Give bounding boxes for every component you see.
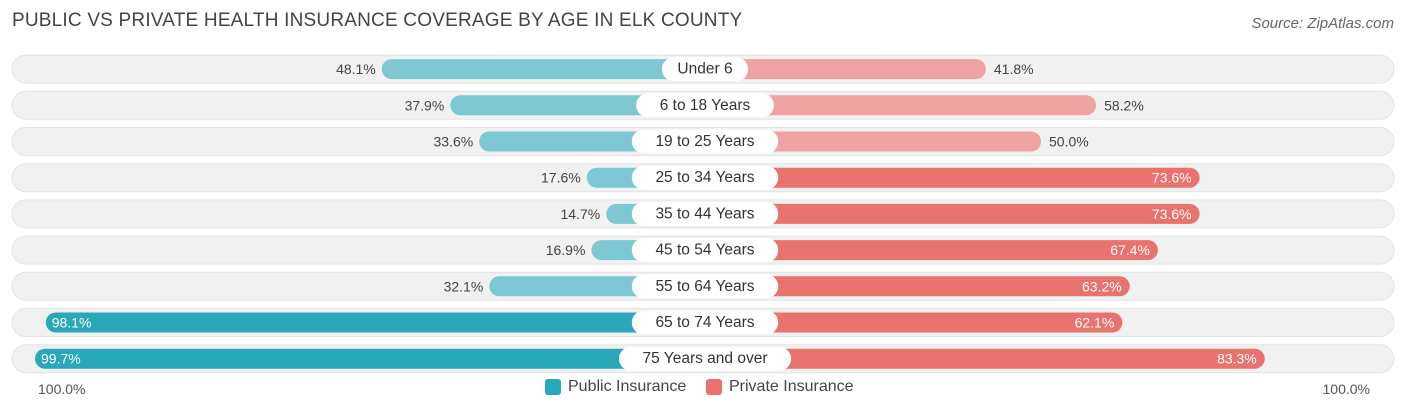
bar-public bbox=[35, 348, 706, 369]
category-pill bbox=[631, 129, 779, 154]
bar-public bbox=[45, 312, 705, 333]
category-label: 25 to 34 Years bbox=[655, 169, 754, 186]
bar-private bbox=[705, 203, 1200, 224]
value-label-public: 33.6% bbox=[434, 134, 474, 150]
legend-swatch-private bbox=[706, 379, 722, 395]
category-pill bbox=[636, 93, 774, 118]
value-label-public: 14.7% bbox=[561, 206, 601, 222]
value-label-public: 98.1% bbox=[52, 315, 92, 331]
bar-private bbox=[705, 59, 986, 80]
value-label-private: 41.8% bbox=[994, 61, 1034, 77]
value-label-private: 73.6% bbox=[1152, 170, 1192, 186]
bar-public bbox=[381, 59, 705, 80]
value-label-private: 63.2% bbox=[1082, 278, 1122, 294]
category-pill bbox=[618, 346, 792, 371]
category-pill bbox=[631, 165, 779, 190]
bar-private bbox=[705, 95, 1097, 116]
axis-right-label: 100.0% bbox=[1322, 381, 1370, 397]
category-label: 65 to 74 Years bbox=[655, 314, 754, 331]
category-label: 35 to 44 Years bbox=[655, 205, 754, 222]
value-label-private: 50.0% bbox=[1049, 134, 1089, 150]
value-label-public: 37.9% bbox=[405, 97, 445, 113]
chart-canvas: 48.1% 41.8% Under 6 37.9% 58.2% 6 to 18 Years… bbox=[11, 54, 1395, 374]
value-label-private: 67.4% bbox=[1110, 242, 1150, 258]
value-label-public: 16.9% bbox=[546, 242, 586, 258]
axis-left-label: 100.0% bbox=[38, 381, 86, 397]
legend-label-private: Private Insurance bbox=[729, 378, 854, 395]
chart-title: PUBLIC VS PRIVATE HEALTH INSURANCE COVER… bbox=[12, 10, 743, 31]
legend-item-public: Public Insurance bbox=[545, 378, 686, 396]
bar-private bbox=[705, 312, 1123, 333]
category-pill bbox=[631, 238, 779, 263]
category-pill bbox=[631, 310, 779, 335]
legend-label-public: Public Insurance bbox=[568, 378, 687, 395]
value-label-public: 99.7% bbox=[41, 351, 81, 367]
category-pill bbox=[631, 274, 779, 299]
legend-swatch-public bbox=[545, 379, 561, 395]
chart-source: Source: ZipAtlas.com bbox=[1251, 15, 1394, 32]
value-label-public: 32.1% bbox=[444, 278, 484, 294]
category-label: 45 to 54 Years bbox=[655, 242, 754, 259]
category-pill bbox=[631, 201, 779, 226]
bar-private bbox=[705, 276, 1130, 297]
category-label: Under 6 bbox=[677, 61, 732, 78]
category-label: 19 to 25 Years bbox=[655, 133, 754, 150]
legend-item-private: Private Insurance bbox=[706, 378, 854, 396]
category-label: 75 Years and over bbox=[643, 350, 768, 367]
bar-private bbox=[705, 167, 1200, 188]
value-label-private: 62.1% bbox=[1075, 315, 1115, 331]
value-label-public: 17.6% bbox=[541, 170, 581, 186]
value-label-public: 48.1% bbox=[336, 61, 376, 77]
value-label-private: 73.6% bbox=[1152, 206, 1192, 222]
category-label: 55 to 64 Years bbox=[655, 278, 754, 295]
category-label: 6 to 18 Years bbox=[660, 97, 751, 114]
bar-private bbox=[705, 240, 1158, 261]
legend: Public Insurance Private Insurance bbox=[0, 378, 1406, 402]
value-label-private: 83.3% bbox=[1217, 351, 1257, 367]
category-pill bbox=[661, 57, 749, 82]
bar-private bbox=[705, 348, 1265, 369]
bar-private bbox=[705, 131, 1041, 152]
value-label-private: 58.2% bbox=[1104, 97, 1144, 113]
